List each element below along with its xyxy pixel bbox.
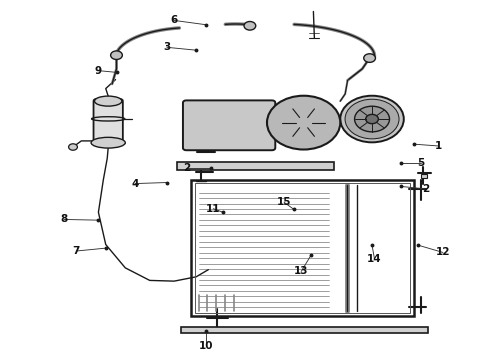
Text: 11: 11 bbox=[206, 204, 220, 214]
Text: 13: 13 bbox=[294, 266, 308, 276]
Bar bbox=[176, 162, 334, 170]
Text: 8: 8 bbox=[61, 215, 68, 224]
Text: 7: 7 bbox=[73, 246, 80, 256]
Ellipse shape bbox=[69, 144, 77, 150]
Circle shape bbox=[366, 114, 378, 124]
Circle shape bbox=[355, 106, 390, 132]
Text: 6: 6 bbox=[171, 15, 178, 26]
Text: 2: 2 bbox=[422, 184, 429, 194]
Bar bbox=[421, 174, 427, 178]
Circle shape bbox=[340, 96, 404, 142]
Circle shape bbox=[295, 117, 312, 129]
Text: 14: 14 bbox=[367, 254, 382, 264]
Text: 4: 4 bbox=[131, 179, 139, 189]
Bar bbox=[191, 180, 414, 316]
Ellipse shape bbox=[95, 96, 122, 106]
Text: 1: 1 bbox=[434, 141, 441, 151]
Text: 5: 5 bbox=[417, 158, 424, 168]
Circle shape bbox=[111, 51, 122, 59]
Circle shape bbox=[282, 107, 326, 139]
Circle shape bbox=[244, 22, 256, 30]
Bar bbox=[195, 183, 410, 314]
Text: 9: 9 bbox=[95, 66, 102, 76]
FancyBboxPatch shape bbox=[94, 99, 123, 143]
Text: 12: 12 bbox=[436, 247, 450, 257]
Text: 10: 10 bbox=[198, 341, 213, 351]
Circle shape bbox=[364, 54, 375, 62]
Ellipse shape bbox=[91, 137, 125, 148]
Text: 2: 2 bbox=[183, 163, 190, 173]
Circle shape bbox=[345, 99, 399, 139]
FancyBboxPatch shape bbox=[183, 100, 275, 150]
Circle shape bbox=[267, 96, 340, 149]
Text: 3: 3 bbox=[163, 42, 171, 52]
Text: 15: 15 bbox=[277, 197, 292, 207]
Bar bbox=[181, 327, 428, 333]
Circle shape bbox=[271, 99, 336, 146]
